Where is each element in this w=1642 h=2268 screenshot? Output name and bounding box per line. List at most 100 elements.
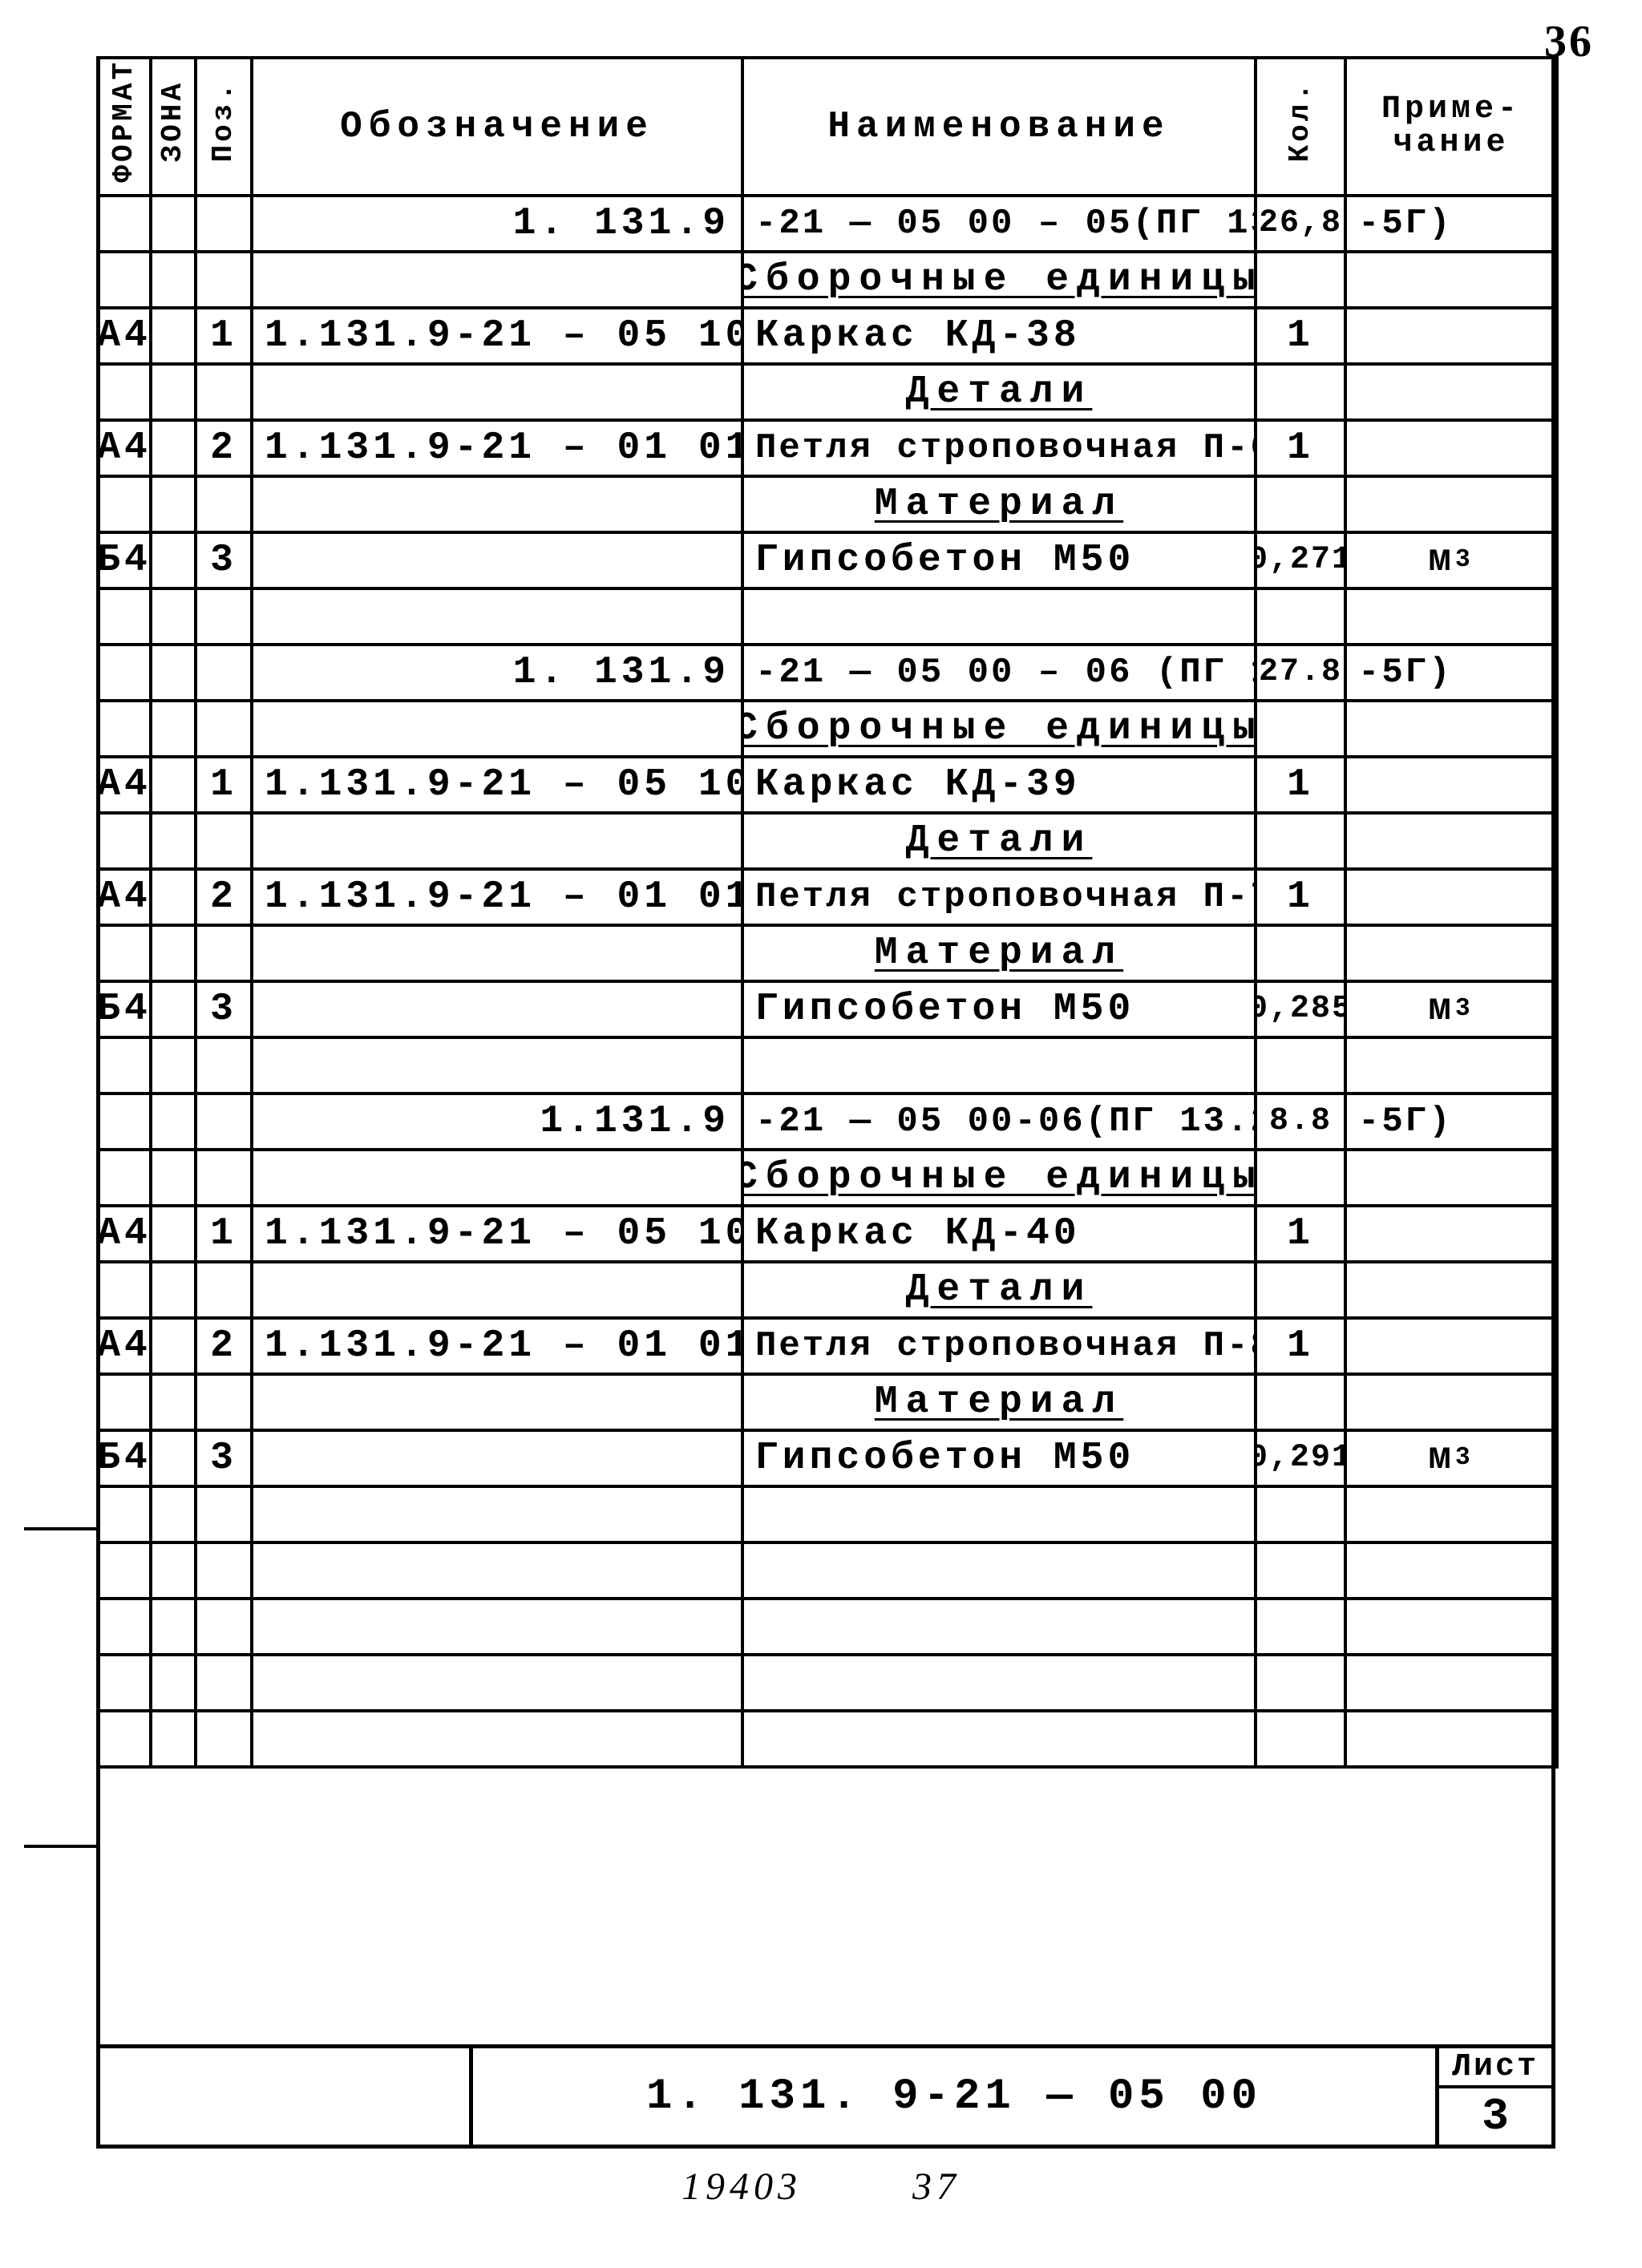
note bbox=[1345, 1318, 1557, 1374]
cell bbox=[1256, 252, 1345, 308]
title-block-left bbox=[96, 2048, 473, 2145]
cell bbox=[151, 1599, 196, 1655]
section-title: Детали bbox=[742, 1262, 1256, 1318]
cell bbox=[252, 364, 742, 420]
cell bbox=[1256, 701, 1345, 757]
title-block-sheet: Лист 3 bbox=[1439, 2048, 1551, 2145]
blank-row bbox=[98, 1711, 1557, 1767]
cell bbox=[252, 476, 742, 532]
group-header-note: -5Г) bbox=[1345, 1094, 1557, 1150]
designation: 1.131.9-21 – 01 01 – 07 bbox=[252, 1318, 742, 1374]
cell bbox=[1345, 1150, 1557, 1206]
zone bbox=[151, 981, 196, 1037]
cell bbox=[1256, 1037, 1345, 1094]
group-header: 1. 131.9-21 — 05 00 – 06 (ПГ 13.27.8-5Г) bbox=[98, 645, 1557, 701]
designation: 1.131.9-21 – 01 01 – 05 bbox=[252, 420, 742, 476]
designation: 1.131.9-21 – 05 10 – 06 bbox=[252, 757, 742, 813]
group-header: 1. 131.9-21 — 05 00 – 05(ПГ 13.26,8-5Г) bbox=[98, 196, 1557, 252]
cell bbox=[98, 1037, 151, 1094]
footer-numbers: 19403 37 bbox=[0, 2165, 1642, 2209]
qty: 0,291 bbox=[1256, 1430, 1345, 1486]
format: Б4 bbox=[98, 532, 151, 588]
section-row: Сборочные единицы bbox=[98, 701, 1557, 757]
designation bbox=[252, 1430, 742, 1486]
section-row: Сборочные единицы bbox=[98, 1150, 1557, 1206]
cell bbox=[1345, 364, 1557, 420]
cell bbox=[742, 1486, 1256, 1542]
cell bbox=[252, 252, 742, 308]
spec-table: ФОРМАТ ЗОНА Поз. Обозначение Наименовани… bbox=[96, 56, 1559, 1769]
cell bbox=[98, 588, 151, 645]
section-row: Детали bbox=[98, 813, 1557, 869]
cell bbox=[196, 1374, 252, 1430]
blank-row bbox=[98, 1599, 1557, 1655]
cell bbox=[1345, 1262, 1557, 1318]
pos: 2 bbox=[196, 420, 252, 476]
cell bbox=[98, 364, 151, 420]
cell bbox=[252, 813, 742, 869]
note: м3 bbox=[1345, 1430, 1557, 1486]
zone bbox=[151, 757, 196, 813]
cell bbox=[252, 1599, 742, 1655]
cell bbox=[151, 1486, 196, 1542]
item-row: А411.131.9-21 – 05 10 – 05Каркас КД-381 bbox=[98, 308, 1557, 364]
cell bbox=[1256, 1150, 1345, 1206]
cell bbox=[98, 1655, 151, 1711]
cell bbox=[1345, 1711, 1557, 1767]
cell bbox=[1256, 1655, 1345, 1711]
designation: 1.131.9-21 – 01 01 – 06 bbox=[252, 869, 742, 925]
pos: 2 bbox=[196, 869, 252, 925]
cell bbox=[196, 1262, 252, 1318]
cell bbox=[1345, 1486, 1557, 1542]
footer-num-1: 19403 bbox=[681, 2165, 802, 2208]
name: Гипсобетон М50 bbox=[742, 532, 1256, 588]
qty: 0,271 bbox=[1256, 532, 1345, 588]
cell bbox=[252, 1711, 742, 1767]
cell bbox=[196, 645, 252, 701]
footer-num-2: 37 bbox=[912, 2165, 961, 2208]
cell bbox=[1345, 925, 1557, 981]
cell bbox=[196, 1599, 252, 1655]
note bbox=[1345, 1206, 1557, 1262]
qty: 1 bbox=[1256, 869, 1345, 925]
cell bbox=[742, 1711, 1256, 1767]
qty: 1 bbox=[1256, 1318, 1345, 1374]
format: А4 bbox=[98, 420, 151, 476]
section-title: Детали bbox=[742, 364, 1256, 420]
designation bbox=[252, 981, 742, 1037]
cell bbox=[252, 1542, 742, 1599]
item-row: А421.131.9-21 – 01 01 – 06Петля стропово… bbox=[98, 869, 1557, 925]
group-header-note: -5Г) bbox=[1345, 196, 1557, 252]
section-title: Детали bbox=[742, 813, 1256, 869]
cell bbox=[98, 1094, 151, 1150]
group-header-mid: -21 — 05 00 – 05(ПГ 13. bbox=[742, 196, 1256, 252]
title-block: 1. 131. 9-21 — 05 00 Лист 3 bbox=[96, 2044, 1555, 2149]
cell bbox=[98, 1374, 151, 1430]
sheet-number: 3 bbox=[1439, 2088, 1551, 2145]
cell bbox=[151, 1150, 196, 1206]
cell bbox=[151, 1374, 196, 1430]
cell bbox=[1256, 1711, 1345, 1767]
cell bbox=[196, 588, 252, 645]
name: Гипсобетон М50 bbox=[742, 1430, 1256, 1486]
col-pos: Поз. bbox=[196, 58, 252, 196]
cell bbox=[742, 1599, 1256, 1655]
pos: 1 bbox=[196, 308, 252, 364]
qty: 1 bbox=[1256, 757, 1345, 813]
cell bbox=[1256, 1486, 1345, 1542]
cell bbox=[1345, 1599, 1557, 1655]
cell bbox=[98, 645, 151, 701]
item-row: Б43Гипсобетон М500,285м3 bbox=[98, 981, 1557, 1037]
cell bbox=[196, 1150, 252, 1206]
cell bbox=[151, 1037, 196, 1094]
cell bbox=[151, 196, 196, 252]
binding-stub bbox=[24, 1527, 96, 1848]
cell bbox=[98, 813, 151, 869]
cell bbox=[196, 364, 252, 420]
note: м3 bbox=[1345, 532, 1557, 588]
cell bbox=[196, 196, 252, 252]
cell bbox=[742, 1655, 1256, 1711]
format: А4 bbox=[98, 1206, 151, 1262]
cell bbox=[196, 701, 252, 757]
cell bbox=[98, 925, 151, 981]
